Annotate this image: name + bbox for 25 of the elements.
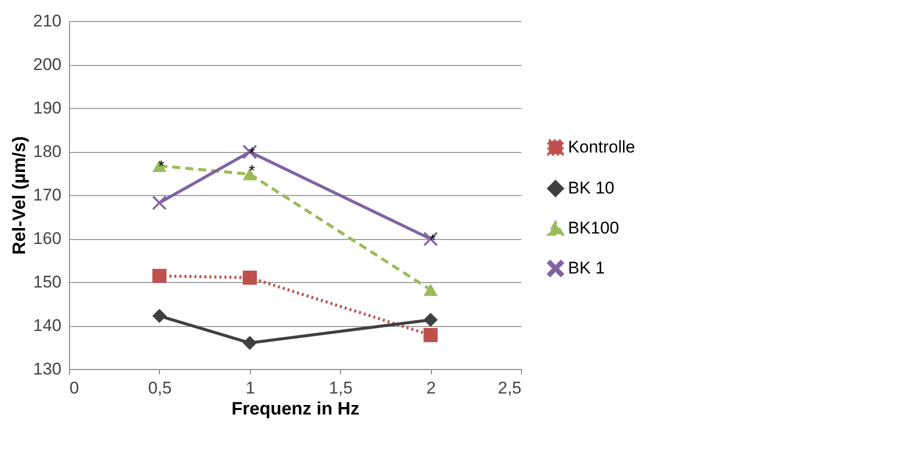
x-tick-label: 1 <box>246 378 256 398</box>
y-tick-label: 170 <box>33 186 62 204</box>
y-tick-label: 140 <box>33 316 62 335</box>
legend-label: Kontrolle <box>568 138 636 156</box>
annotation: * <box>429 232 436 250</box>
annotation: * <box>248 162 255 180</box>
x-tick-label: 2,5 <box>498 378 522 398</box>
x-tick-label: 0,5 <box>148 378 172 398</box>
x-tick-label: 0 <box>70 378 79 398</box>
y-tick-label: 190 <box>33 98 62 118</box>
legend-label: BK100 <box>568 218 620 238</box>
legend-label: BK 1 <box>568 258 605 278</box>
y-tick-label: 200 <box>33 55 62 74</box>
y-axis-title: Rel-Vel (µm/s) <box>9 136 30 255</box>
annotation: * <box>248 146 255 162</box>
x-tick-label: 2 <box>426 378 436 398</box>
y-tick-label: 180 <box>33 142 62 161</box>
legend-label: BK 10 <box>568 178 614 198</box>
y-tick-label: 160 <box>33 229 62 248</box>
y-tick-label: 150 <box>33 272 62 292</box>
annotation: * <box>158 158 165 176</box>
x-axis-title: Frequenz in Hz <box>231 398 360 418</box>
y-tick-label: 210 <box>33 12 62 30</box>
x-tick-label: 1,5 <box>328 378 353 398</box>
y-tick-label: 130 <box>33 360 62 378</box>
